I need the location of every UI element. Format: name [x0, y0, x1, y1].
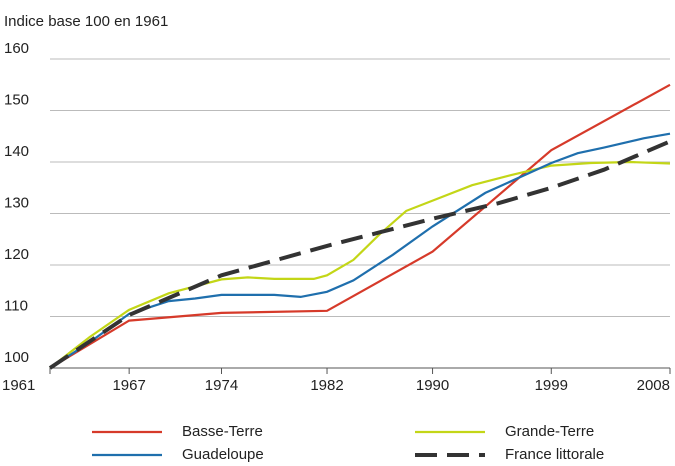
series-line: [49, 132, 671, 369]
x-tick-label: 1990: [416, 377, 449, 394]
series-line: [49, 83, 671, 369]
y-tick-label: 110: [4, 297, 28, 314]
legend-label: Grande-Terre: [505, 423, 594, 440]
series-line: [49, 160, 671, 369]
x-tick-label: 1982: [310, 377, 343, 394]
y-axis-label: Indice base 100 en 1961: [4, 13, 168, 30]
y-tick-label: 160: [4, 40, 29, 57]
y-tick-label: 120: [4, 246, 29, 263]
x-tick-label: 1974: [205, 377, 238, 394]
x-tick-label: 1967: [112, 377, 145, 394]
y-tick-label: 140: [4, 143, 29, 160]
legend-label: Basse-Terre: [182, 423, 263, 440]
y-tick-label: 150: [4, 91, 29, 108]
x-tick-label: 1961: [2, 377, 35, 394]
x-tick-label: 1999: [535, 377, 568, 394]
legend-label: Guadeloupe: [182, 446, 264, 463]
x-tick-label: 2008: [637, 377, 670, 394]
y-tick-label: 100: [4, 349, 29, 366]
series-line: [48, 139, 671, 370]
y-tick-label: 130: [4, 194, 29, 211]
legend-label: France littorale: [505, 446, 604, 463]
